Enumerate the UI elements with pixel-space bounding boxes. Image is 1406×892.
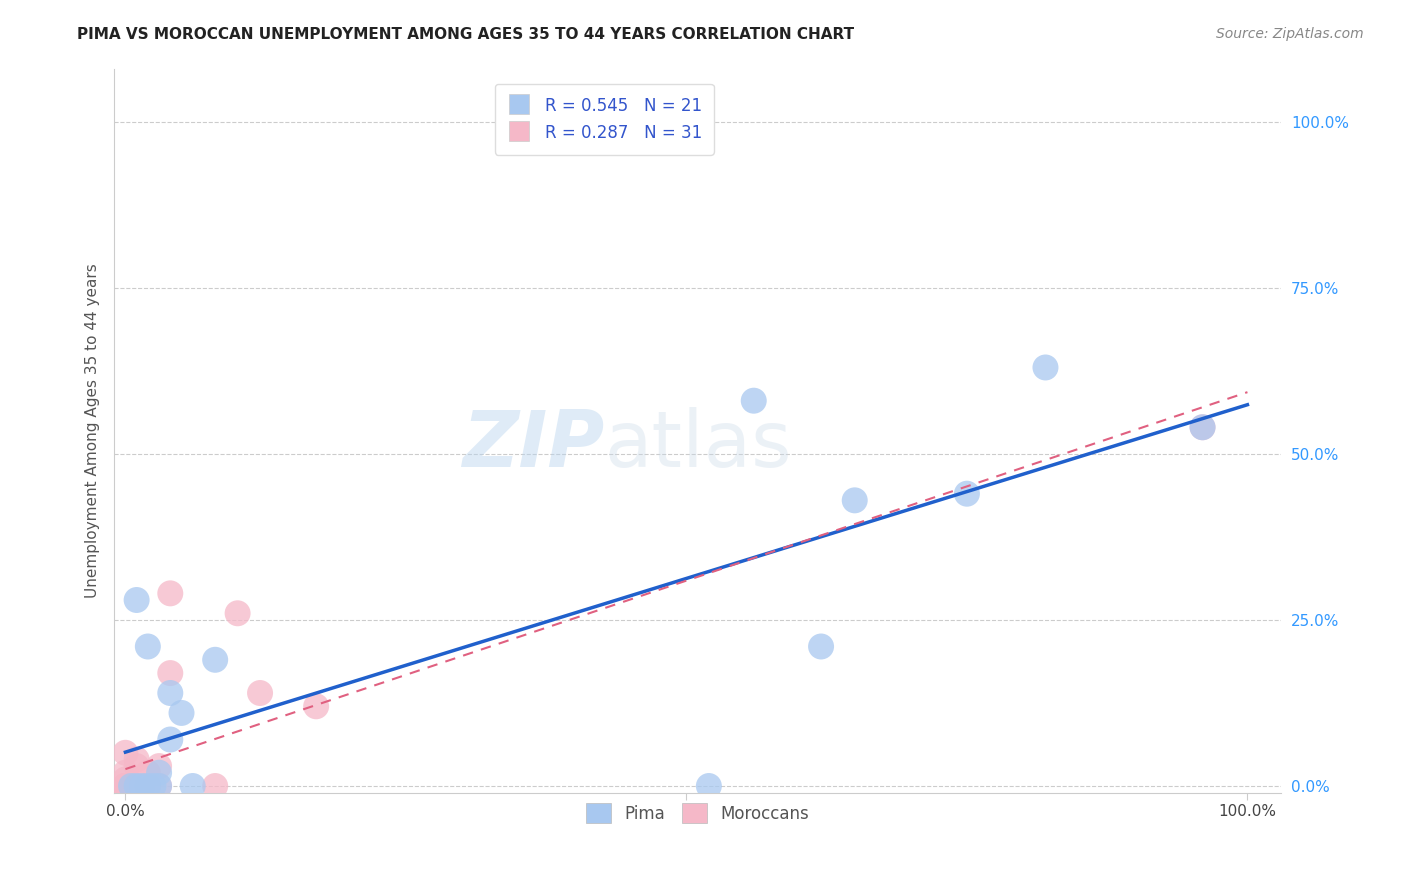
Point bbox=[136, 779, 159, 793]
Point bbox=[114, 779, 136, 793]
Point bbox=[125, 752, 148, 766]
Point bbox=[956, 486, 979, 500]
Point bbox=[742, 393, 765, 408]
Point bbox=[159, 666, 181, 681]
Point bbox=[131, 779, 153, 793]
Point bbox=[120, 779, 142, 793]
Point bbox=[114, 779, 136, 793]
Point bbox=[844, 493, 866, 508]
Point bbox=[159, 586, 181, 600]
Text: PIMA VS MOROCCAN UNEMPLOYMENT AMONG AGES 35 TO 44 YEARS CORRELATION CHART: PIMA VS MOROCCAN UNEMPLOYMENT AMONG AGES… bbox=[77, 27, 855, 42]
Point bbox=[249, 686, 271, 700]
Point bbox=[125, 759, 148, 773]
Point bbox=[148, 779, 170, 793]
Point bbox=[114, 779, 136, 793]
Point bbox=[181, 779, 204, 793]
Point bbox=[114, 779, 136, 793]
Text: ZIP: ZIP bbox=[463, 407, 605, 483]
Point bbox=[148, 765, 170, 780]
Point bbox=[114, 779, 136, 793]
Point bbox=[148, 759, 170, 773]
Point bbox=[114, 779, 136, 793]
Point bbox=[125, 593, 148, 607]
Point bbox=[142, 779, 165, 793]
Point bbox=[810, 640, 832, 654]
Point bbox=[159, 686, 181, 700]
Point bbox=[159, 732, 181, 747]
Point bbox=[114, 779, 136, 793]
Point bbox=[148, 779, 170, 793]
Point bbox=[1191, 420, 1213, 434]
Point bbox=[170, 706, 193, 720]
Point bbox=[114, 779, 136, 793]
Point bbox=[114, 765, 136, 780]
Point bbox=[114, 772, 136, 787]
Point bbox=[125, 779, 148, 793]
Text: atlas: atlas bbox=[605, 407, 792, 483]
Point bbox=[114, 779, 136, 793]
Point bbox=[114, 779, 136, 793]
Point bbox=[1191, 420, 1213, 434]
Y-axis label: Unemployment Among Ages 35 to 44 years: Unemployment Among Ages 35 to 44 years bbox=[86, 263, 100, 598]
Point bbox=[114, 779, 136, 793]
Point bbox=[114, 779, 136, 793]
Point bbox=[226, 607, 249, 621]
Point bbox=[204, 653, 226, 667]
Point bbox=[136, 779, 159, 793]
Point bbox=[114, 779, 136, 793]
Point bbox=[136, 640, 159, 654]
Point bbox=[305, 699, 328, 714]
Text: Source: ZipAtlas.com: Source: ZipAtlas.com bbox=[1216, 27, 1364, 41]
Point bbox=[125, 779, 148, 793]
Point bbox=[114, 746, 136, 760]
Point bbox=[204, 779, 226, 793]
Point bbox=[114, 779, 136, 793]
Point bbox=[697, 779, 720, 793]
Point bbox=[1035, 360, 1057, 375]
Point bbox=[136, 765, 159, 780]
Legend: Pima, Moroccans: Pima, Moroccans bbox=[575, 791, 821, 835]
